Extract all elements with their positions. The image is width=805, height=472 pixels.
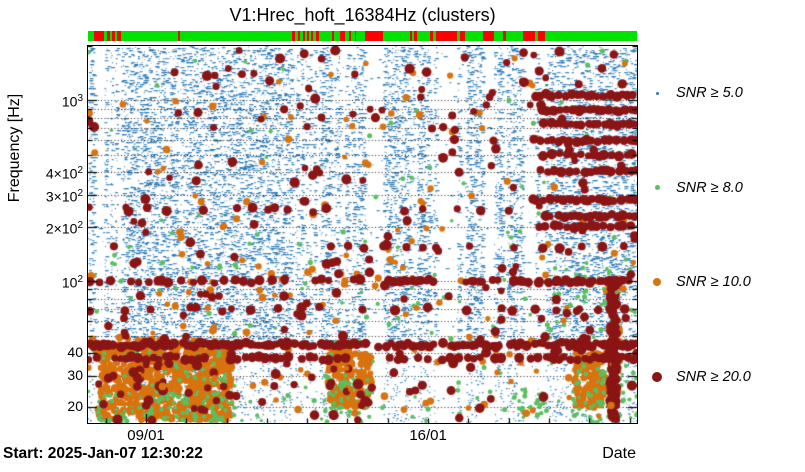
status-segment-red	[522, 31, 535, 41]
legend-item-label: SNR ≥ 10.0	[676, 274, 751, 291]
legend-marker-dot	[654, 185, 660, 191]
status-segment-red	[482, 31, 494, 41]
status-segment-red	[315, 31, 320, 41]
x-tick-label: 16/01	[409, 427, 447, 444]
y-tick-label: 103	[61, 93, 83, 111]
y-tick-label: 20	[67, 398, 83, 415]
status-segment-red	[348, 31, 351, 41]
status-segment-red	[178, 31, 181, 41]
status-segment-red	[460, 31, 466, 41]
y-tick-label: 3×102	[45, 187, 83, 205]
status-segment-red	[414, 31, 417, 41]
legend-marker-dot	[652, 371, 662, 382]
y-tick-label: 2×102	[45, 219, 83, 237]
status-segment-red	[310, 31, 314, 41]
status-segment-red	[303, 31, 306, 41]
x-axis-label: Date	[602, 445, 636, 462]
status-segment-red	[430, 31, 433, 41]
status-segment-red	[339, 31, 345, 41]
legend-item-label: SNR ≥ 8.0	[676, 179, 743, 196]
status-segment-red	[297, 31, 300, 41]
legend-item: SNR ≥ 10.0	[646, 267, 801, 297]
legend-item-label: SNR ≥ 5.0	[676, 85, 743, 101]
legend-marker-dot	[655, 91, 659, 95]
legend-item: SNR ≥ 8.0	[646, 173, 801, 203]
legend-item: SNR ≥ 20.0	[646, 362, 801, 392]
plot-frame	[87, 45, 638, 424]
legend-marker-dot	[653, 278, 661, 287]
y-tick-label: 40	[67, 344, 83, 361]
legend: SNR ≥ 5.0 SNR ≥ 8.0 SNR ≥ 10.0 SNR ≥ 20.0	[646, 78, 801, 392]
status-segment-red	[292, 31, 295, 41]
status-segment-red	[107, 31, 110, 41]
status-segment-red	[307, 31, 310, 41]
x-tick-label: 09/01	[127, 427, 165, 444]
plot-title: V1:Hrec_hoft_16384Hz (clusters)	[229, 5, 496, 25]
status-segment-red	[538, 31, 545, 41]
status-segment-red	[354, 31, 357, 41]
status-segment-red	[112, 31, 115, 41]
status-segment-red	[410, 31, 413, 41]
y-tick-label: 30	[67, 366, 83, 383]
lock-status-bar	[88, 31, 637, 41]
legend-item-label: SNR ≥ 20.0	[676, 368, 751, 385]
status-segment-red	[503, 31, 506, 41]
scatter-plot-canvas	[88, 46, 637, 423]
status-segment-red	[364, 31, 383, 41]
status-segment-red	[436, 31, 457, 41]
y-tick-label: 102	[61, 274, 83, 291]
start-time-label: Start: 2025-Jan-07 12:30:22	[3, 445, 203, 462]
status-segment-red	[94, 31, 104, 41]
legend-item: SNR ≥ 5.0	[646, 78, 801, 108]
y-tick-label: 4×102	[45, 165, 83, 182]
status-segment-red	[331, 31, 334, 41]
status-segment-red	[117, 31, 121, 41]
